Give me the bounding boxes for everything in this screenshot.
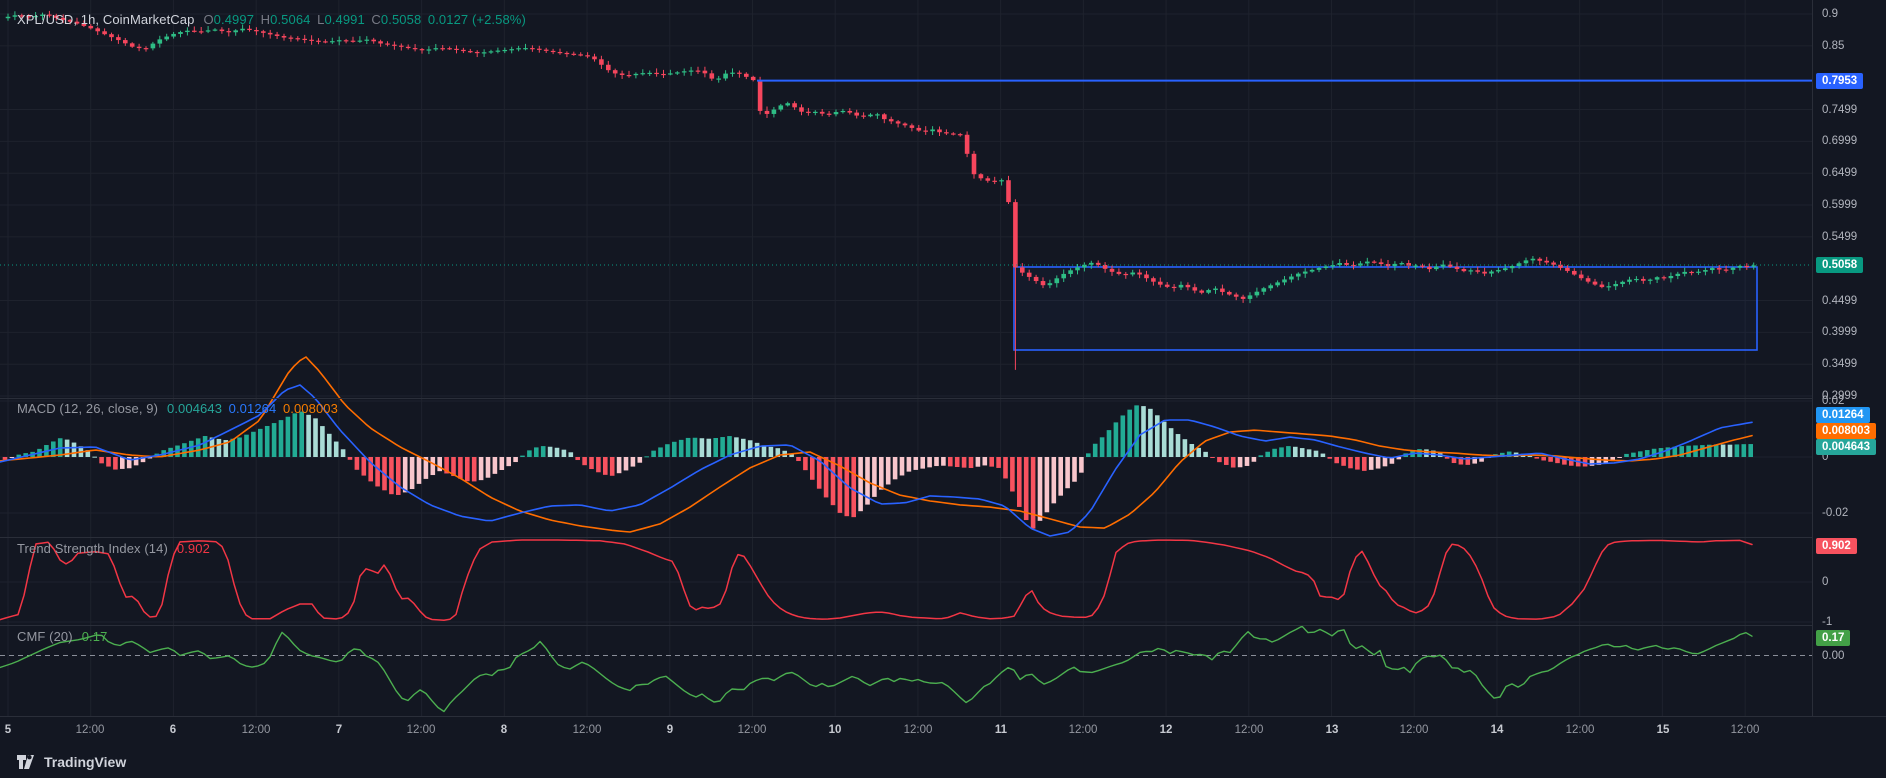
time-label-day: 6 xyxy=(169,724,177,736)
axis-tick: 0.4499 xyxy=(1822,294,1858,307)
axis-tick: -0.02 xyxy=(1822,507,1849,519)
price-scale[interactable]: 0.9 0.85 0.7499 0.6999 0.6499 0.5999 0.5499 0.4… xyxy=(1812,0,1886,716)
time-label-hour: 12:00 xyxy=(1399,724,1429,736)
axis-tick: 0.9 xyxy=(1822,8,1838,20)
time-label-day: 5 xyxy=(4,724,12,736)
time-label-day: 13 xyxy=(1325,724,1339,736)
axis-tick: 0.7499 xyxy=(1822,103,1858,116)
time-label-day: 9 xyxy=(666,724,674,736)
time-label-hour: 12:00 xyxy=(1234,724,1264,736)
axis-tick: 0.6499 xyxy=(1822,167,1858,180)
axis-tick: 0.5499 xyxy=(1822,230,1858,243)
axis-tick: 0.3999 xyxy=(1822,326,1858,339)
price-badge: 0.17 xyxy=(1816,630,1851,646)
price-badge: 0.004643 xyxy=(1816,439,1876,455)
axis-tick: 0 xyxy=(1822,450,1829,463)
time-label-hour: 12:00 xyxy=(737,724,767,736)
axis-tick: -1 xyxy=(1822,616,1833,628)
footer-bar: TradingView xyxy=(0,746,1886,778)
axis-tick: 0.2999 xyxy=(1822,390,1858,403)
axis-tick: 0.85 xyxy=(1822,39,1845,52)
time-label-hour: 12:00 xyxy=(572,724,602,736)
time-label-hour: 12:00 xyxy=(1068,724,1098,736)
price-badge: 0.01264 xyxy=(1816,407,1870,423)
chart-canvas[interactable] xyxy=(0,0,1812,716)
axis-tick: 0.00 xyxy=(1822,649,1845,662)
time-label-day: 14 xyxy=(1490,724,1504,736)
time-label-day: 7 xyxy=(335,724,343,736)
time-label-day: 11 xyxy=(994,724,1008,736)
axis-tick: 0.3499 xyxy=(1822,358,1858,371)
axis-tick: 0.6999 xyxy=(1822,135,1858,148)
price-badge: 0.5058 xyxy=(1816,256,1864,273)
time-label-day: 12 xyxy=(1159,724,1173,736)
price-badge: 0.7953 xyxy=(1816,72,1864,89)
time-scale[interactable]: 5 12:00 6 12:00 7 12:00 8 12:00 9 12:00 10 12:00 11 1… xyxy=(0,716,1886,747)
time-label-hour: 12:00 xyxy=(1565,724,1595,736)
time-label-hour: 12:00 xyxy=(903,724,933,736)
time-label-day: 10 xyxy=(828,724,842,736)
time-label-day: 15 xyxy=(1656,724,1670,736)
price-badge: 0.902 xyxy=(1816,538,1857,554)
time-label-hour: 12:00 xyxy=(1730,724,1760,736)
time-label-hour: 12:00 xyxy=(75,724,105,736)
price-badge: 0.008003 xyxy=(1816,423,1876,439)
tradingview-logo-text: TradingView xyxy=(44,754,127,770)
time-label-day: 8 xyxy=(500,724,508,736)
axis-tick: 0.02 xyxy=(1822,394,1845,407)
time-label-hour: 12:00 xyxy=(406,724,436,736)
time-label-hour: 12:00 xyxy=(241,724,271,736)
tradingview-logo[interactable]: TradingView xyxy=(16,753,126,771)
axis-tick: 0 xyxy=(1822,576,1829,588)
axis-tick: 0.5999 xyxy=(1822,199,1858,212)
tradingview-logo-icon xyxy=(17,755,34,769)
